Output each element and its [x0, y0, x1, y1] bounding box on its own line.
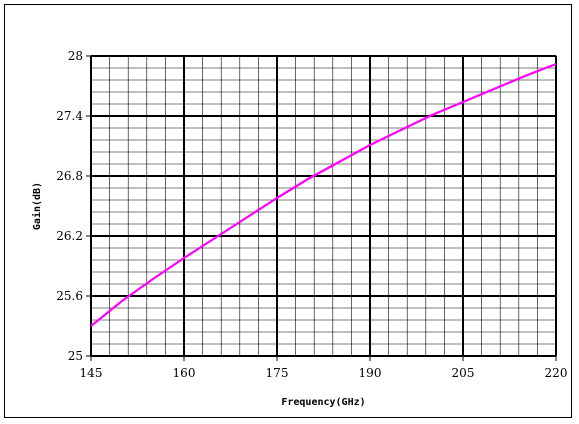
y-tick-label: 25.6 — [56, 289, 83, 303]
y-tick-label: 27.4 — [56, 109, 83, 123]
chart-frame — [4, 4, 572, 418]
series-layer — [90, 62, 557, 327]
x-tick-label: 160 — [173, 366, 196, 380]
x-axis-ticks: 145 160 175 190 205 220 — [80, 356, 568, 380]
y-tick-label: 25 — [68, 349, 83, 363]
y-axis-ticks: 25 25.6 26.2 26.8 27.4 28 — [56, 49, 91, 363]
plot-area-border — [90, 55, 557, 357]
y-tick-label: 28 — [68, 49, 83, 63]
major-grid — [90, 55, 557, 357]
x-tick-label: 175 — [266, 366, 289, 380]
x-axis-title: Frequency(GHz) — [281, 397, 365, 408]
minor-grid — [90, 55, 557, 357]
x-tick-label: 190 — [359, 366, 382, 380]
x-tick-label: 145 — [80, 366, 103, 380]
series-line — [90, 62, 557, 327]
x-tick-label: 220 — [545, 366, 568, 380]
y-axis-title: Gain(dB) — [31, 182, 43, 230]
y-tick-label: 26.2 — [56, 229, 83, 243]
x-tick-label: 205 — [452, 366, 475, 380]
y-tick-label: 26.8 — [56, 169, 83, 183]
